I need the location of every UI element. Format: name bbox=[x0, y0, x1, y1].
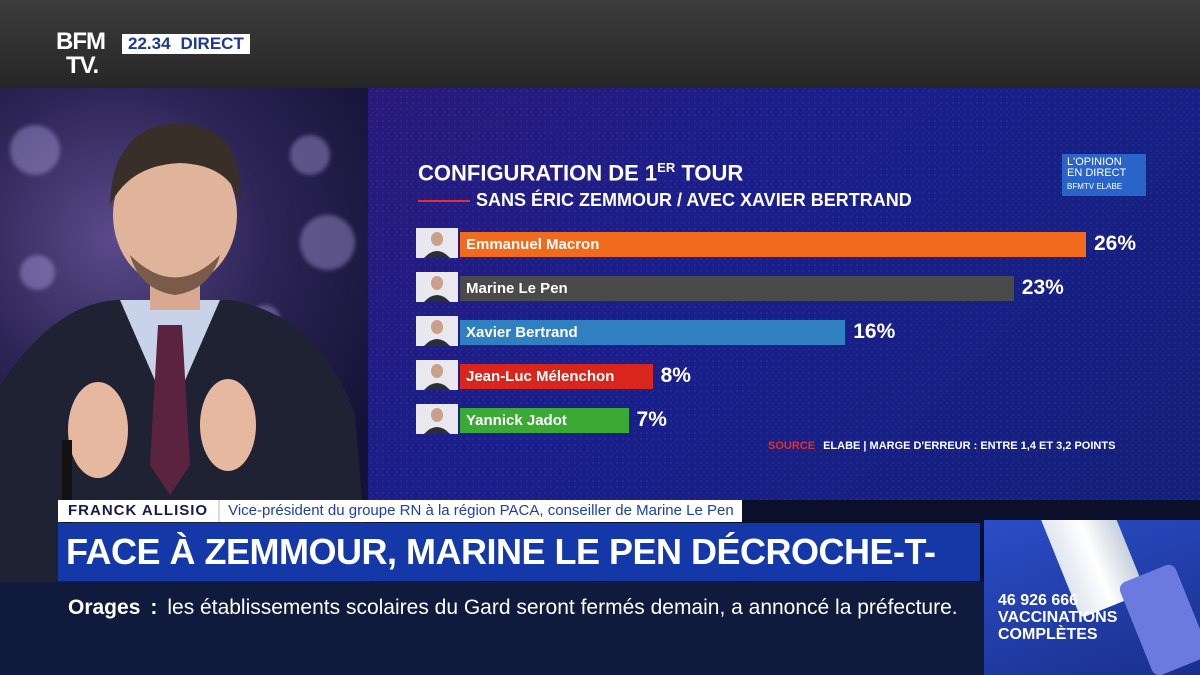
candidate-portrait-icon bbox=[416, 228, 458, 258]
poll-panel: CONFIGURATION DE 1ER TOUR SANS ÉRIC ZEMM… bbox=[368, 88, 1200, 500]
opinion-badge: L'OPINION EN DIRECT BFMTV ELABE bbox=[1062, 154, 1146, 196]
clock: 22.34 bbox=[128, 34, 171, 53]
news-ticker: Orages: les établissements scolaires du G… bbox=[0, 582, 990, 675]
poll-bar: Marine Le Pen bbox=[460, 276, 1014, 301]
source-note: SOURCE ELABE | MARGE D'ERREUR : ENTRE 1,4… bbox=[768, 440, 1116, 452]
candidate-portrait-icon bbox=[416, 404, 458, 434]
top-band: BFM TV. 22.34 DIRECT bbox=[0, 0, 1200, 88]
ticker-text: Orages: les établissements scolaires du G… bbox=[68, 596, 958, 619]
chart-subtitle: SANS ÉRIC ZEMMOUR / AVEC XAVIER BERTRAND bbox=[476, 190, 912, 210]
candidate-portrait-icon bbox=[416, 272, 458, 302]
poll-value-label: 7% bbox=[636, 408, 667, 431]
gloved-hand-icon bbox=[1117, 562, 1200, 675]
poll-value-label: 8% bbox=[660, 364, 691, 387]
candidate-portrait-icon bbox=[416, 316, 458, 346]
poll-bar: Xavier Bertrand bbox=[460, 320, 846, 345]
direct-label: DIRECT bbox=[180, 34, 244, 53]
subtitle-accent bbox=[418, 200, 470, 202]
vaccination-count: 46 926 666 bbox=[998, 592, 1079, 609]
guest-role: Vice-président du groupe RN à la région … bbox=[218, 500, 742, 522]
poll-bar: Jean-Luc Mélenchon bbox=[460, 364, 653, 389]
poll-value-label: 23% bbox=[1021, 276, 1064, 299]
vaccination-counter: 46 926 666 VACCINATIONS COMPLÈTES bbox=[984, 520, 1200, 675]
guest-name: FRANCK ALLISIO bbox=[58, 500, 219, 522]
live-tag: 22.34 DIRECT bbox=[122, 34, 250, 54]
poll-bar: Emmanuel Macron bbox=[460, 232, 1086, 257]
headline: FACE À ZEMMOUR, MARINE LE PEN DÉCROCHE-T… bbox=[58, 523, 980, 630]
chart-title: CONFIGURATION DE 1ER TOUR bbox=[418, 160, 744, 186]
bfmtv-logo: BFM TV. bbox=[56, 28, 106, 79]
guest-name-strip: FRANCK ALLISIO Vice-président du groupe … bbox=[58, 500, 742, 522]
poll-value-label: 16% bbox=[853, 320, 896, 343]
poll-value-label: 26% bbox=[1094, 232, 1137, 255]
candidate-portrait-icon bbox=[416, 360, 458, 390]
poll-bar: Yannick Jadot bbox=[460, 408, 629, 433]
